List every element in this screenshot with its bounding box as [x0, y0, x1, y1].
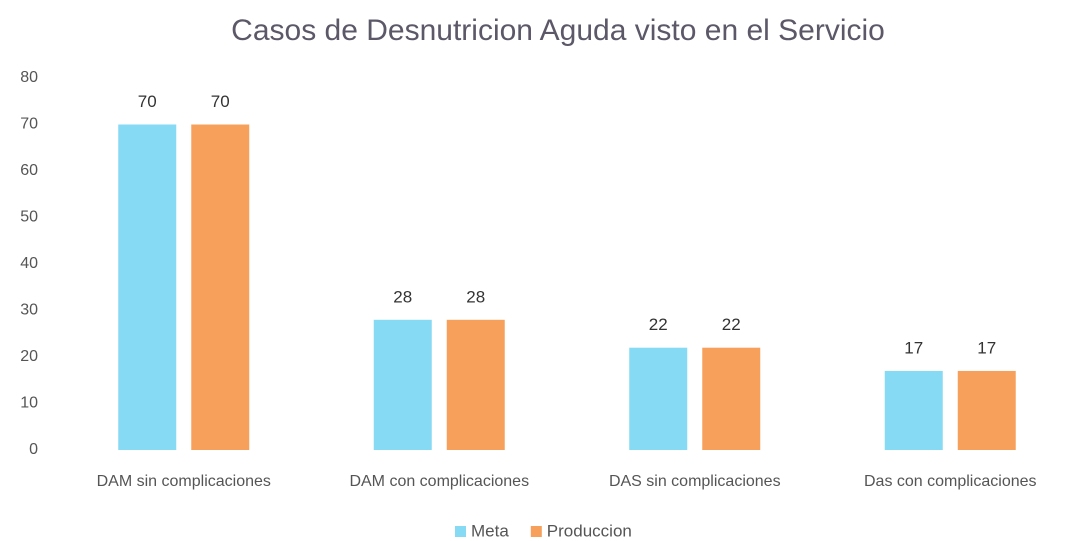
x-tick-label: DAS sin complicaciones: [609, 473, 781, 490]
bar: [373, 319, 432, 450]
bar: [118, 124, 177, 450]
data-label: 28: [466, 287, 485, 306]
y-tick-label: 30: [20, 302, 38, 319]
bar: [884, 370, 943, 450]
bar: [446, 319, 505, 450]
data-label: 70: [211, 92, 230, 111]
bar: [191, 124, 250, 450]
data-label: 22: [722, 315, 741, 334]
legend-swatch: [455, 526, 466, 537]
chart-title: Casos de Desnutricion Aguda visto en el …: [231, 14, 885, 47]
y-tick-label: 80: [20, 69, 38, 86]
bar: [702, 347, 761, 450]
legend-swatch: [530, 526, 542, 537]
legend-label: Produccion: [547, 521, 632, 540]
data-label: 17: [904, 338, 923, 357]
y-tick-label: 20: [20, 348, 38, 365]
bar: [957, 370, 1016, 450]
y-tick-label: 10: [20, 395, 38, 412]
y-tick-label: 70: [20, 116, 38, 133]
y-tick-label: 0: [29, 441, 38, 458]
data-label: 28: [393, 287, 412, 306]
legend-label: Meta: [471, 521, 509, 540]
y-tick-label: 40: [20, 255, 38, 272]
y-tick-label: 50: [20, 209, 38, 226]
data-label: 17: [977, 338, 996, 357]
x-tick-label: DAM sin complicaciones: [97, 473, 271, 490]
x-tick-label: DAM con complicaciones: [349, 473, 529, 490]
y-tick-label: 60: [20, 162, 38, 179]
data-label: 22: [649, 315, 668, 334]
data-label: 70: [138, 92, 157, 111]
x-tick-label: Das con complicaciones: [864, 473, 1037, 490]
bar: [629, 347, 688, 450]
